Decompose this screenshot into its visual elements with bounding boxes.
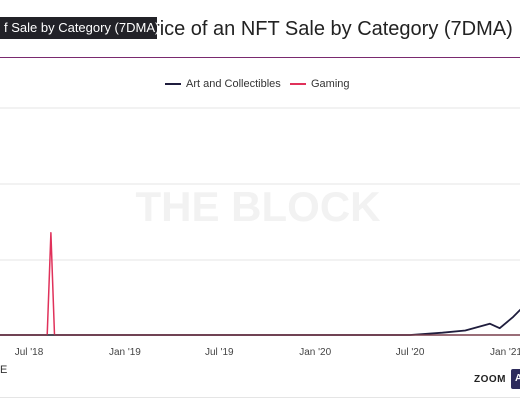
title-tooltip: f Sale by Category (7DMA) <box>0 17 159 39</box>
x-tick-label: Jan '19 <box>109 347 141 358</box>
legend-item-art[interactable]: Art and Collectibles <box>165 78 281 90</box>
x-tick-label: Jul '20 <box>396 347 425 358</box>
chart-legend: Art and Collectibles Gaming <box>0 78 520 96</box>
series-layer <box>0 232 520 336</box>
legend-swatch-gaming <box>290 83 306 85</box>
gridlines <box>0 107 520 261</box>
legend-swatch-art <box>165 83 181 85</box>
chart-title: Average Price of an NFT Sale by Category… <box>60 18 513 40</box>
series-line-gaming[interactable] <box>0 232 520 336</box>
x-tick-label: Jan '20 <box>299 347 331 358</box>
legend-item-gaming[interactable]: Gaming <box>290 78 350 90</box>
legend-label-art: Art and Collectibles <box>186 78 281 90</box>
watermark-text: THE BLOCK <box>136 183 381 230</box>
left-edge-fragment: E <box>0 364 8 376</box>
bottom-divider <box>0 397 520 398</box>
legend-label-gaming: Gaming <box>311 78 350 90</box>
x-tick-label: Jul '19 <box>205 347 234 358</box>
title-divider <box>0 57 520 58</box>
zoom-label: ZOOM <box>474 374 506 385</box>
zoom-button[interactable]: A <box>511 369 520 389</box>
chart-plot: THE BLOCK Jul '18 Jan '19 Jul '19 Jan '20 Ju… <box>0 107 520 358</box>
x-axis-ticks: Jul '18 Jan '19 Jul '19 Jan '20 Jul '20 Jan '… <box>15 347 520 358</box>
x-tick-label: Jul '18 <box>15 347 44 358</box>
series-line-art-and-collectibles[interactable] <box>0 308 520 336</box>
x-tick-label: Jan '21 <box>490 347 520 358</box>
